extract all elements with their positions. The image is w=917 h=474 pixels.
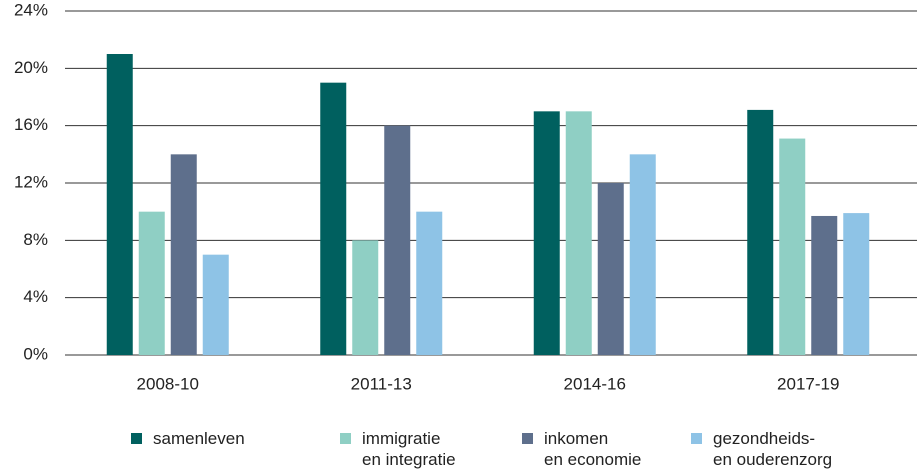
bar	[170, 154, 197, 355]
y-tick-label: 4%	[23, 287, 48, 306]
x-tick-label: 2017-19	[777, 374, 839, 393]
legend-swatch	[340, 433, 351, 444]
y-tick-label: 12%	[14, 172, 48, 191]
x-tick-label: 2008-10	[137, 374, 199, 393]
y-tick-label: 8%	[23, 230, 48, 249]
x-tick-label: 2014-16	[564, 374, 626, 393]
bar	[597, 183, 624, 355]
x-tick-label: 2011-13	[351, 374, 412, 393]
y-tick-label: 24%	[14, 0, 48, 19]
bar	[747, 109, 774, 356]
bar	[416, 211, 443, 355]
legend-swatch	[522, 433, 533, 444]
bar	[533, 111, 560, 355]
legend-item: gezondheids- en ouderenzorg	[691, 428, 832, 470]
legend-label: gezondheids- en ouderenzorg	[713, 429, 833, 469]
bar	[320, 82, 347, 356]
legend-label: immigratie en integratie	[362, 429, 456, 469]
legend-item: samenleven	[131, 428, 245, 449]
bar	[384, 125, 411, 356]
legend-swatch	[691, 433, 702, 444]
legend-label: inkomen en economie	[544, 429, 642, 469]
bar	[629, 154, 656, 355]
y-tick-label: 0%	[23, 344, 48, 363]
bar	[779, 138, 806, 355]
legend-label: samenleven	[153, 429, 245, 448]
legend-item: immigratie en integratie	[340, 428, 456, 470]
bar	[138, 211, 165, 355]
bar	[843, 213, 870, 355]
legend-swatch	[131, 433, 142, 444]
bar	[811, 215, 838, 355]
y-tick-label: 16%	[14, 115, 48, 134]
y-tick-label: 20%	[14, 58, 48, 77]
bar	[202, 254, 229, 355]
bar	[565, 111, 592, 355]
chart: 0% 4% 8% 12% 16% 20% 24% 2008-10 2011-13 2014-16 2…	[14, 0, 917, 393]
legend-item: inkomen en economie	[522, 428, 641, 470]
bar	[352, 240, 379, 355]
bar	[106, 54, 133, 355]
